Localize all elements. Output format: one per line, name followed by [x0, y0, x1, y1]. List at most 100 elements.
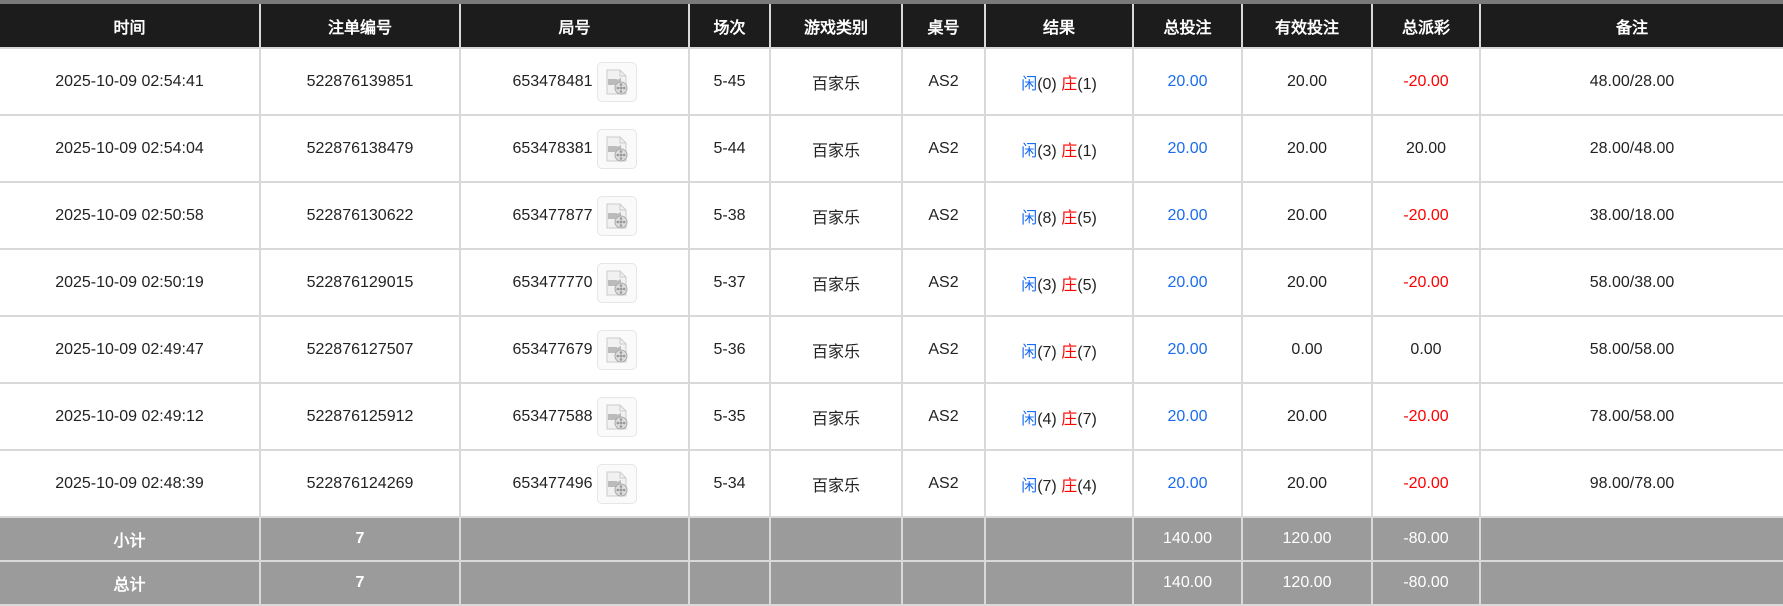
player-score: (3): [1037, 142, 1057, 160]
video-replay-button[interactable]: [596, 128, 637, 169]
round-cell: 653477588: [459, 382, 690, 451]
video-file-icon: [606, 69, 628, 94]
round-cell: 653478381: [459, 114, 690, 183]
total-label: 总计: [0, 560, 261, 606]
game-cell: 百家乐: [769, 315, 903, 384]
video-file-icon: [606, 136, 628, 161]
column-header: 场次: [688, 4, 771, 49]
empty-cell: [459, 560, 690, 606]
valid-bet-cell: 20.00: [1241, 248, 1373, 317]
video-replay-button[interactable]: [596, 61, 637, 102]
round-number: 653477770: [512, 273, 593, 291]
banker-label: 庄: [1061, 343, 1078, 361]
valid-bet-cell: 20.00: [1241, 449, 1373, 518]
top-band: [0, 0, 1783, 4]
total-bet-cell: 20.00: [1132, 47, 1243, 116]
result-cell: 闲(0) 庄(1): [984, 47, 1134, 116]
payout-cell: -20.00: [1371, 449, 1481, 518]
result-cell: 闲(7) 庄(7): [984, 315, 1134, 384]
subtotal-row: 小计 7 140.00 120.00 -80.00: [0, 516, 1783, 562]
shoe-cell: 5-44: [688, 114, 771, 183]
empty-cell: [1479, 516, 1783, 562]
video-file-icon: [606, 404, 628, 429]
bet-records-table: 时间 注单编号 局号 场次 游戏类别 桌号 结果 总投注 有效投注 总派彩 备注 2025-10-0…: [0, 4, 1783, 606]
result-cell: 闲(4) 庄(7): [984, 382, 1134, 451]
player-label: 闲: [1021, 209, 1038, 227]
payout-cell: 20.00: [1371, 114, 1481, 183]
round-cell: 653477877: [459, 181, 690, 250]
bet-id-cell: 522876139851: [259, 47, 461, 116]
time-cell: 2025-10-09 02:48:39: [0, 449, 261, 518]
round-number: 653477877: [512, 206, 593, 224]
payout-cell: -20.00: [1371, 181, 1481, 250]
column-header: 结果: [984, 4, 1134, 49]
total-count: 7: [259, 560, 461, 606]
round-number: 653477496: [512, 474, 593, 492]
table-header: 时间 注单编号 局号 场次 游戏类别 桌号 结果 总投注 有效投注 总派彩 备注: [0, 4, 1783, 49]
video-replay-button[interactable]: [596, 262, 637, 303]
column-header: 有效投注: [1241, 4, 1373, 49]
total-bet-cell: 20.00: [1132, 449, 1243, 518]
empty-cell: [769, 560, 903, 606]
banker-score: (4): [1077, 477, 1097, 495]
banker-label: 庄: [1061, 276, 1078, 294]
total-bet-cell: 20.00: [1132, 181, 1243, 250]
player-label: 闲: [1021, 410, 1038, 428]
total-row: 总计 7 140.00 120.00 -80.00: [0, 560, 1783, 606]
round-number: 653477679: [512, 340, 593, 358]
player-label: 闲: [1021, 142, 1038, 160]
video-replay-button[interactable]: [596, 195, 637, 236]
banker-score: (7): [1077, 343, 1097, 361]
bet-id-cell: 522876124269: [259, 449, 461, 518]
total-total-bet: 140.00: [1132, 560, 1243, 606]
payout-cell: 0.00: [1371, 315, 1481, 384]
column-header: 总投注: [1132, 4, 1243, 49]
empty-cell: [901, 560, 986, 606]
banker-label: 庄: [1061, 477, 1078, 495]
table-row: 2025-10-09 02:49:12 522876125912 6534775…: [0, 382, 1783, 451]
shoe-cell: 5-34: [688, 449, 771, 518]
empty-cell: [984, 560, 1134, 606]
round-number: 653478481: [512, 72, 593, 90]
banker-label: 庄: [1061, 142, 1078, 160]
game-cell: 百家乐: [769, 449, 903, 518]
table-cell: AS2: [901, 47, 986, 116]
round-cell: 653477679: [459, 315, 690, 384]
remark-cell: 58.00/38.00: [1479, 248, 1783, 317]
shoe-cell: 5-36: [688, 315, 771, 384]
round-number: 653478381: [512, 139, 593, 157]
subtotal-label: 小计: [0, 516, 261, 562]
video-replay-button[interactable]: [596, 463, 637, 504]
result-cell: 闲(8) 庄(5): [984, 181, 1134, 250]
total-bet-cell: 20.00: [1132, 315, 1243, 384]
banker-label: 庄: [1061, 75, 1078, 93]
bet-id-cell: 522876130622: [259, 181, 461, 250]
video-replay-button[interactable]: [596, 329, 637, 370]
valid-bet-cell: 20.00: [1241, 114, 1373, 183]
valid-bet-cell: 0.00: [1241, 315, 1373, 384]
game-cell: 百家乐: [769, 47, 903, 116]
banker-score: (1): [1077, 75, 1097, 93]
video-file-icon: [606, 471, 628, 496]
video-file-icon: [606, 337, 628, 362]
empty-cell: [769, 516, 903, 562]
total-bet-cell: 20.00: [1132, 248, 1243, 317]
round-cell: 653477496: [459, 449, 690, 518]
player-score: (7): [1037, 477, 1057, 495]
table-cell: AS2: [901, 181, 986, 250]
banker-label: 庄: [1061, 209, 1078, 227]
remark-cell: 38.00/18.00: [1479, 181, 1783, 250]
table-row: 2025-10-09 02:49:47 522876127507 6534776…: [0, 315, 1783, 384]
table-cell: AS2: [901, 449, 986, 518]
video-replay-button[interactable]: [596, 396, 637, 437]
empty-cell: [688, 516, 771, 562]
round-number: 653477588: [512, 407, 593, 425]
shoe-cell: 5-35: [688, 382, 771, 451]
table-row: 2025-10-09 02:50:19 522876129015 6534777…: [0, 248, 1783, 317]
game-cell: 百家乐: [769, 248, 903, 317]
player-label: 闲: [1021, 75, 1038, 93]
valid-bet-cell: 20.00: [1241, 47, 1373, 116]
subtotal-total-bet: 140.00: [1132, 516, 1243, 562]
subtotal-count: 7: [259, 516, 461, 562]
empty-cell: [901, 516, 986, 562]
